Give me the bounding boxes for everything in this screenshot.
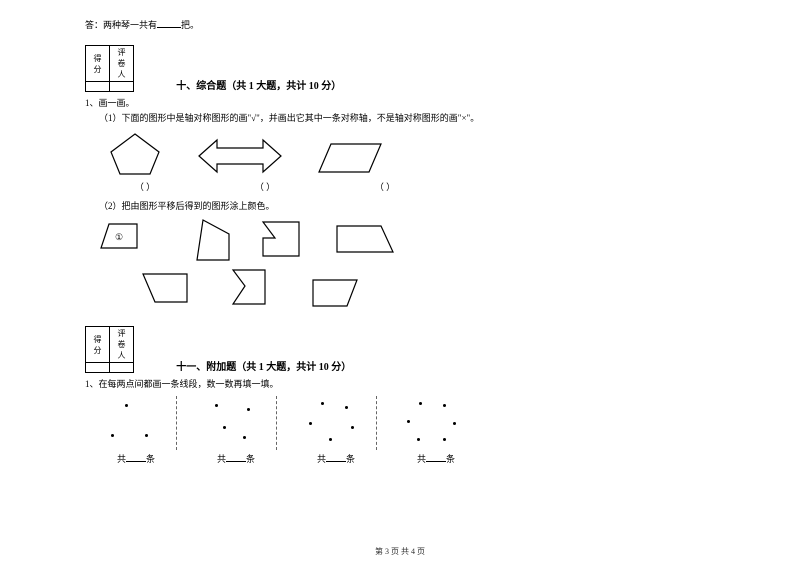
translation-shapes-icon: ① (95, 216, 425, 316)
double-arrow-icon (195, 134, 285, 178)
score-table: 得分评卷人 (85, 45, 134, 92)
dot-icon (329, 438, 332, 441)
dot-icon (443, 438, 446, 441)
q11-1: 1、在每两点间都画一条线段，数一数再填一填。 (85, 377, 715, 390)
dots-label-1: 共条 (95, 452, 177, 465)
dot-icon (453, 422, 456, 425)
section10-header: 得分评卷人 十、综合题（共 1 大题，共计 10 分） (85, 45, 715, 92)
dot-icon (417, 438, 420, 441)
grader-cell-11 (110, 363, 134, 373)
grader-label: 评卷人 (110, 46, 134, 82)
score-box-11: 得分评卷人 (85, 326, 134, 373)
gong-3: 共 (317, 454, 326, 464)
dots-box-3: 共条 (295, 396, 377, 465)
q10-1b: （2）把由图形平移后得到的图形涂上颜色。 (99, 199, 715, 212)
shape-arrow (195, 134, 285, 178)
gong-4: 共 (417, 454, 426, 464)
section10-title: 十、综合题（共 1 大题，共计 10 分） (176, 77, 341, 92)
grader-cell (110, 82, 134, 92)
dot-icon (345, 406, 348, 409)
blank-3 (326, 452, 346, 462)
blank-4 (426, 452, 446, 462)
score-table-11: 得分评卷人 (85, 326, 134, 373)
answer-line: 答：两种琴一共有 把。 (85, 18, 715, 31)
q10-1a: （1）下面的图形中是轴对称图形的画"√"，并画出它其中一条对称轴，不是轴对称图形… (99, 111, 715, 124)
dot-icon (215, 404, 218, 407)
dot-icon (247, 408, 250, 411)
dots-label-2: 共条 (195, 452, 277, 465)
dot-icon (321, 402, 324, 405)
shapes-row-1 (105, 130, 715, 178)
answer-suffix: 把。 (181, 20, 199, 30)
shapes-row-2: ① (95, 216, 715, 316)
gong-1: 共 (117, 454, 126, 464)
grader-label-11: 评卷人 (110, 327, 134, 363)
pentagon-icon (105, 130, 165, 178)
parallelogram-icon (315, 138, 385, 178)
dot-icon (243, 436, 246, 439)
dot-icon (419, 402, 422, 405)
dots-area-1 (95, 396, 177, 450)
gong-2: 共 (217, 454, 226, 464)
dots-label-4: 共条 (395, 452, 477, 465)
dot-icon (351, 426, 354, 429)
paren-1: （ ） (105, 180, 185, 193)
dot-icon (145, 434, 148, 437)
dots-area-3 (295, 396, 377, 450)
paren-3: （ ） (345, 180, 425, 193)
dot-icon (407, 420, 410, 423)
section11-title: 十一、附加题（共 1 大题，共计 10 分） (176, 358, 351, 373)
score-label-11: 得分 (86, 327, 110, 363)
answer-prefix: 答：两种琴一共有 (85, 20, 157, 30)
dot-icon (125, 404, 128, 407)
q10-1: 1、画一画。 (85, 96, 715, 109)
section11-header: 得分评卷人 十一、附加题（共 1 大题，共计 10 分） (85, 326, 715, 373)
blank-2 (226, 452, 246, 462)
paren-2: （ ） (215, 180, 315, 193)
shape-pentagon (105, 130, 165, 178)
tiao-2: 条 (246, 454, 255, 464)
tiao-1: 条 (146, 454, 155, 464)
score-label: 得分 (86, 46, 110, 82)
dot-icon (111, 434, 114, 437)
score-cell (86, 82, 110, 92)
tiao-3: 条 (346, 454, 355, 464)
dots-row: 共条 共条 共条 共条 (95, 396, 715, 465)
score-box-10: 得分评卷人 (85, 45, 134, 92)
dot-icon (223, 426, 226, 429)
paren-row: （ ） （ ） （ ） (105, 180, 715, 193)
dots-area-4 (395, 396, 477, 450)
dots-box-2: 共条 (195, 396, 277, 465)
circled-one-label: ① (115, 232, 123, 242)
dots-box-4: 共条 (395, 396, 477, 465)
dot-icon (309, 422, 312, 425)
dots-area-2 (195, 396, 277, 450)
tiao-4: 条 (446, 454, 455, 464)
score-cell-11 (86, 363, 110, 373)
page-footer: 第 3 页 共 4 页 (0, 546, 800, 557)
blank-1 (126, 452, 146, 462)
shape-parallelogram (315, 138, 385, 178)
dots-label-3: 共条 (295, 452, 377, 465)
dot-icon (443, 404, 446, 407)
dots-box-1: 共条 (95, 396, 177, 465)
answer-blank (157, 18, 181, 28)
